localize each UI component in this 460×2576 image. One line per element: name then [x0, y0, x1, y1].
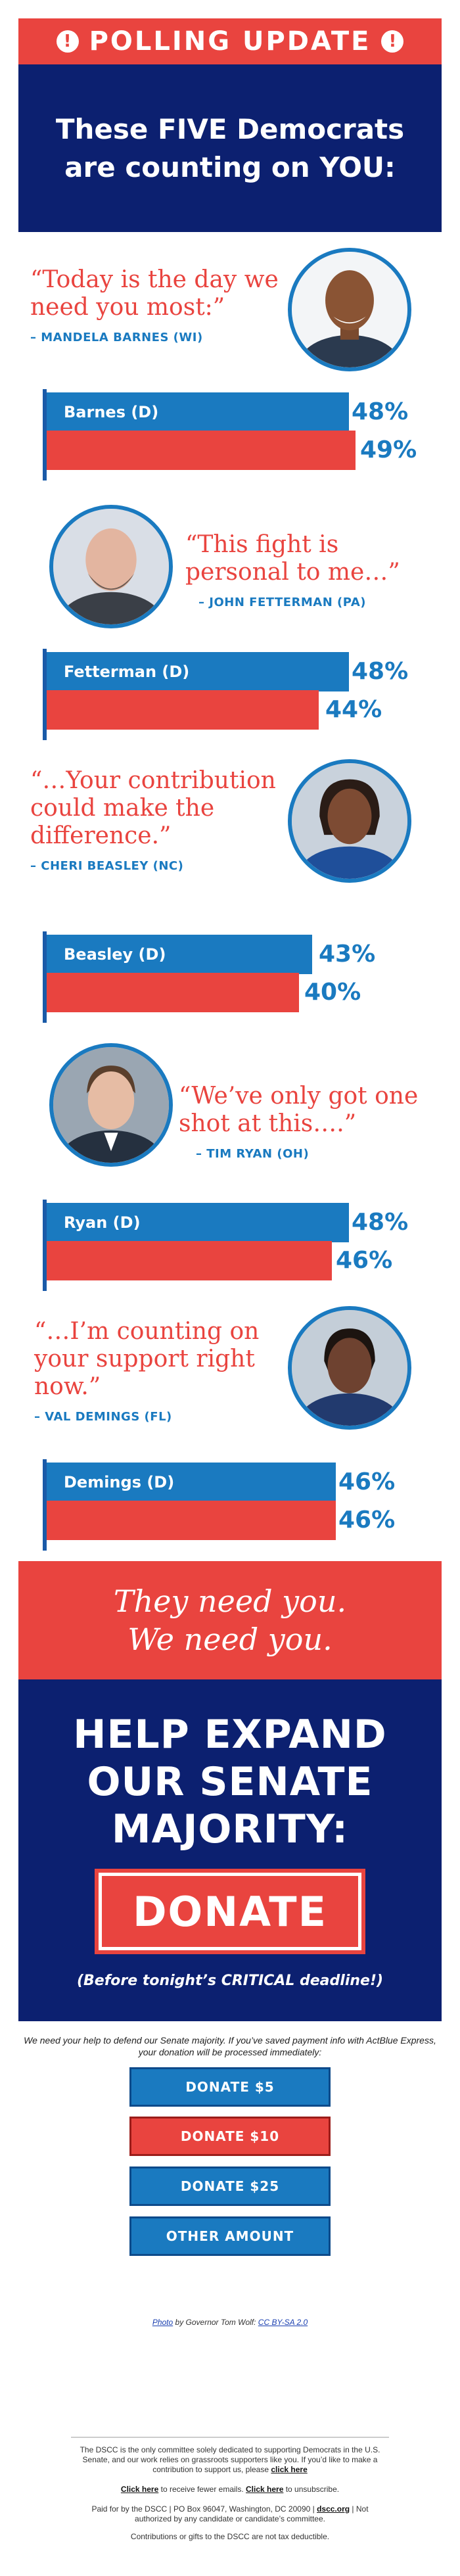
dem-percentage: 48%	[352, 658, 409, 685]
license-link[interactable]: CC BY-SA 2.0	[258, 2318, 308, 2327]
poll-axis	[43, 931, 47, 1023]
dem-bar	[47, 935, 312, 974]
unsubscribe-link[interactable]: Click here	[246, 2485, 284, 2494]
poll-bars-fetterman: Fetterman (D) 48% 44%	[43, 644, 460, 753]
dem-percentage: 46%	[338, 1468, 396, 1495]
quote-section-fetterman: “This fight is personal to me…” – JOHN F…	[0, 493, 460, 644]
hero-headline: These FIVE Democrats are counting on YOU…	[18, 64, 442, 232]
candidate-bar-label: Demings (D)	[64, 1473, 175, 1491]
rep-percentage: 44%	[325, 696, 382, 723]
fewer-emails-link[interactable]: Click here	[120, 2485, 159, 2494]
dem-bar	[47, 1463, 336, 1502]
candidate-bar-label: Beasley (D)	[64, 945, 166, 964]
exclamation-icon: !	[56, 30, 79, 53]
donate-button[interactable]: DONATE	[95, 1869, 365, 1954]
candidate-quote: “We’ve only got one shot at this….”	[179, 1083, 419, 1137]
candidate-bar-label: Fetterman (D)	[64, 663, 190, 681]
poll-bars-beasley: Beasley (D) 43% 40%	[43, 927, 460, 1035]
polling-update-banner: ! POLLING UPDATE !	[18, 18, 442, 64]
quote-section-demings: “…I’m counting on your support right now…	[0, 1303, 460, 1455]
dem-bar	[47, 652, 349, 691]
they-need-you-banner: They need you. We need you.	[18, 1561, 442, 1679]
candidate-quote: “Today is the day we need you most:”	[30, 266, 279, 321]
rep-percentage: 49%	[360, 436, 417, 463]
quote-section-beasley: “…Your contribution could make the diffe…	[0, 753, 460, 927]
rep-percentage: 46%	[336, 1247, 393, 1274]
candidate-photo	[49, 1043, 173, 1167]
candidate-photo	[288, 248, 411, 371]
banner-title: POLLING UPDATE	[89, 26, 371, 57]
candidate-attribution: – VAL DEMINGS (FL)	[34, 1410, 172, 1424]
person-photo-icon	[292, 1310, 407, 1426]
poll-bars-ryan: Ryan (D) 48% 46%	[43, 1195, 460, 1303]
email-page: ! POLLING UPDATE ! These FIVE Democrats …	[0, 18, 460, 2541]
person-photo-icon	[292, 252, 407, 367]
candidate-attribution: – CHERI BEASLEY (NC)	[30, 859, 184, 873]
poll-bars-barnes: Barnes (D) 48% 49%	[43, 385, 460, 493]
footer-divider	[71, 2437, 389, 2438]
rep-bar	[47, 431, 356, 470]
click-here-link[interactable]: click here	[271, 2465, 308, 2474]
other-amount-button[interactable]: OTHER AMOUNT	[129, 2216, 331, 2256]
express-donation-note: We need your help to defend our Senate m…	[24, 2035, 436, 2057]
candidate-photo	[288, 759, 411, 883]
footer-tax-note: Contributions or gifts to the DSCC are n…	[130, 2532, 330, 2541]
person-photo-icon	[53, 509, 169, 624]
donate-5-button[interactable]: DONATE $5	[129, 2067, 331, 2107]
deadline-note: (Before tonight’s CRITICAL deadline!)	[76, 1973, 384, 1989]
rep-percentage: 40%	[304, 979, 361, 1006]
dem-percentage: 48%	[352, 1209, 409, 1236]
rep-percentage: 46%	[338, 1507, 396, 1534]
rep-bar	[47, 690, 319, 730]
need-you-text: They need you. We need you.	[113, 1583, 347, 1657]
footer-paid-for: Paid for by the DSCC | PO Box 96047, Was…	[91, 2504, 369, 2523]
donate-25-button[interactable]: DONATE $25	[129, 2166, 331, 2206]
photo-credit: Photo by Governor Tom Wolf: CC BY-SA 2.0	[152, 2318, 308, 2327]
dscc-link[interactable]: dscc.org	[317, 2504, 350, 2514]
dem-percentage: 48%	[352, 398, 409, 425]
rep-bar	[47, 973, 299, 1012]
poll-axis	[43, 1200, 47, 1291]
person-photo-icon	[53, 1047, 169, 1163]
poll-axis	[43, 389, 47, 480]
poll-axis	[43, 649, 47, 740]
photo-link[interactable]: Photo	[152, 2318, 173, 2327]
hero-title: These FIVE Democrats are counting on YOU…	[55, 112, 405, 183]
candidate-quote: “This fight is personal to me…”	[185, 531, 400, 586]
rep-bar	[47, 1241, 332, 1280]
candidate-bar-label: Ryan (D)	[64, 1213, 141, 1232]
cta-headline: HELP EXPAND OUR SENATE MAJORITY:	[73, 1712, 387, 1852]
candidate-attribution: – TIM RYAN (OH)	[196, 1147, 310, 1161]
donate-cta-panel: HELP EXPAND OUR SENATE MAJORITY: DONATE …	[18, 1679, 442, 2021]
candidate-attribution: – JOHN FETTERMAN (PA)	[198, 596, 366, 609]
rep-bar	[47, 1501, 336, 1540]
dem-bar	[47, 1203, 349, 1242]
dem-bar	[47, 392, 349, 432]
quote-section-barnes: “Today is the day we need you most:” – M…	[0, 232, 460, 385]
candidate-photo	[288, 1306, 411, 1430]
footer-about: The DSCC is the only committee solely de…	[80, 2445, 380, 2474]
donate-10-button[interactable]: DONATE $10	[129, 2117, 331, 2156]
candidate-photo	[49, 505, 173, 628]
candidate-attribution: – MANDELA BARNES (WI)	[30, 331, 203, 344]
dem-percentage: 43%	[319, 941, 376, 968]
candidate-quote: “…Your contribution could make the diffe…	[30, 767, 276, 849]
exclamation-icon: !	[381, 30, 404, 53]
poll-bars-demings: Demings (D) 46% 46%	[43, 1455, 460, 1563]
poll-axis	[43, 1459, 47, 1551]
quote-section-ryan: “We’ve only got one shot at this….” – TI…	[0, 1035, 460, 1195]
person-photo-icon	[292, 763, 407, 879]
candidate-quote: “…I’m counting on your support right now…	[34, 1318, 260, 1400]
footer-email-prefs: Click here to receive fewer emails. Clic…	[120, 2485, 340, 2494]
candidate-bar-label: Barnes (D)	[64, 403, 159, 421]
